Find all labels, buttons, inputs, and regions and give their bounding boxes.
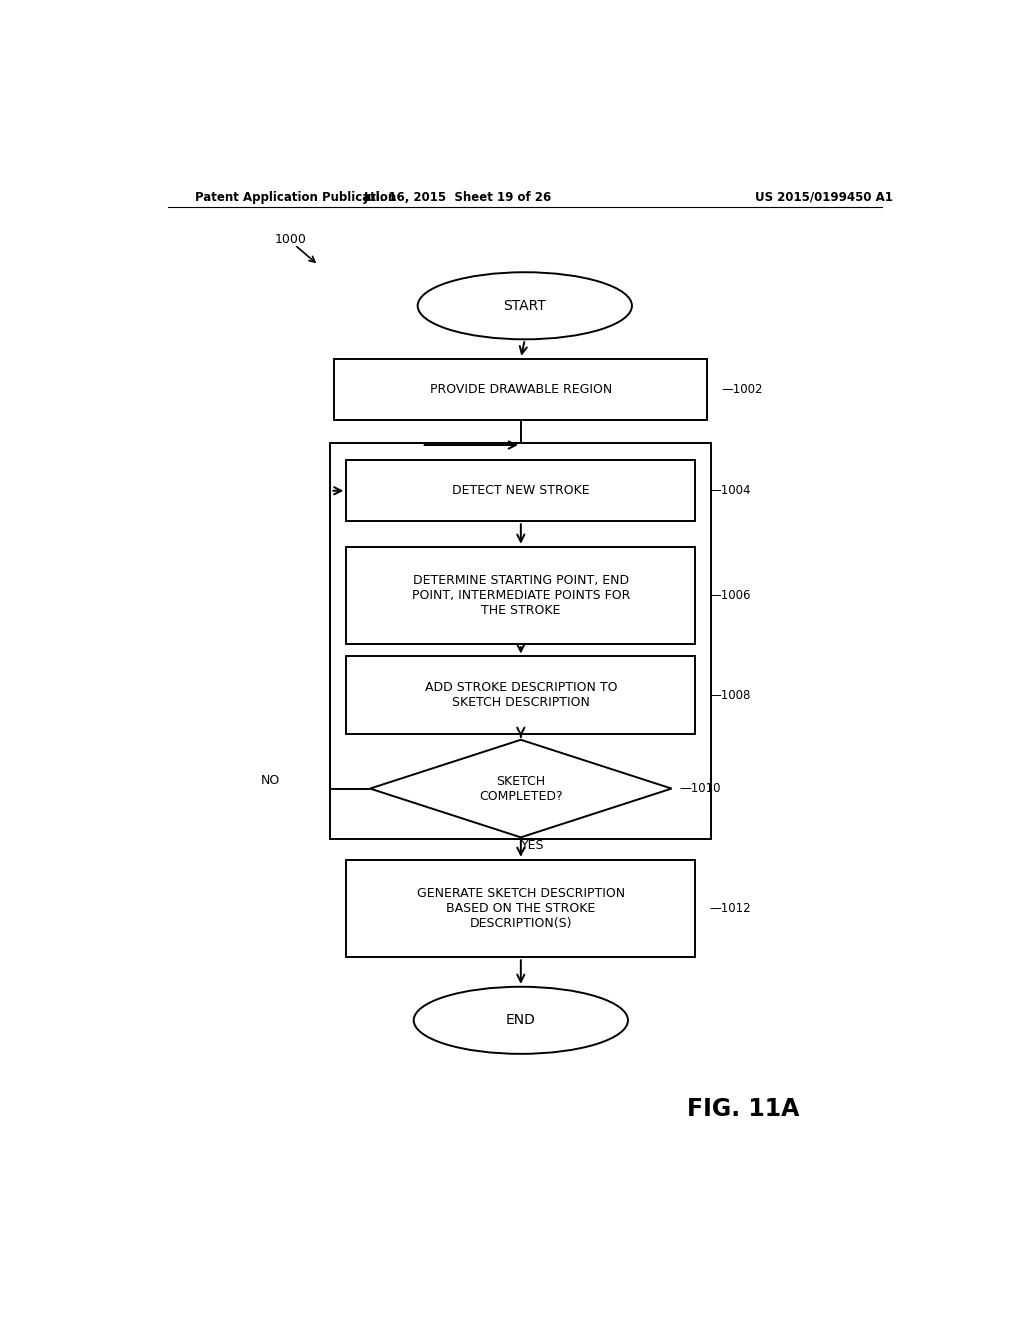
Text: START: START	[504, 298, 546, 313]
Text: DETECT NEW STROKE: DETECT NEW STROKE	[452, 484, 590, 498]
Text: YES: YES	[521, 840, 545, 851]
Bar	[346, 656, 695, 734]
Text: GENERATE SKETCH DESCRIPTION
BASED ON THE STROKE
DESCRIPTION(S): GENERATE SKETCH DESCRIPTION BASED ON THE…	[417, 887, 625, 931]
Text: ADD STROKE DESCRIPTION TO
SKETCH DESCRIPTION: ADD STROKE DESCRIPTION TO SKETCH DESCRIP…	[425, 681, 617, 709]
Text: PROVIDE DRAWABLE REGION: PROVIDE DRAWABLE REGION	[430, 383, 612, 396]
Bar	[346, 461, 695, 521]
Polygon shape	[370, 739, 672, 837]
Text: —1008: —1008	[710, 689, 751, 701]
Bar	[331, 444, 712, 840]
Text: —1002: —1002	[722, 383, 763, 396]
Text: Patent Application Publication: Patent Application Publication	[196, 190, 396, 203]
Ellipse shape	[414, 987, 628, 1053]
Text: —1010: —1010	[680, 781, 721, 795]
Text: —1004: —1004	[710, 484, 752, 498]
Text: NO: NO	[261, 774, 281, 787]
Text: END: END	[506, 1014, 536, 1027]
Text: SKETCH
COMPLETED?: SKETCH COMPLETED?	[479, 775, 562, 803]
Bar	[346, 546, 695, 644]
Bar	[346, 859, 695, 957]
Text: 1000: 1000	[274, 234, 307, 247]
Text: FIG. 11A: FIG. 11A	[687, 1097, 799, 1121]
Text: Jul. 16, 2015  Sheet 19 of 26: Jul. 16, 2015 Sheet 19 of 26	[364, 190, 552, 203]
Bar	[334, 359, 708, 420]
Text: US 2015/0199450 A1: US 2015/0199450 A1	[755, 190, 893, 203]
Ellipse shape	[418, 272, 632, 339]
Text: —1012: —1012	[710, 902, 752, 915]
Text: —1006: —1006	[710, 589, 752, 602]
Text: DETERMINE STARTING POINT, END
POINT, INTERMEDIATE POINTS FOR
THE STROKE: DETERMINE STARTING POINT, END POINT, INT…	[412, 574, 630, 616]
